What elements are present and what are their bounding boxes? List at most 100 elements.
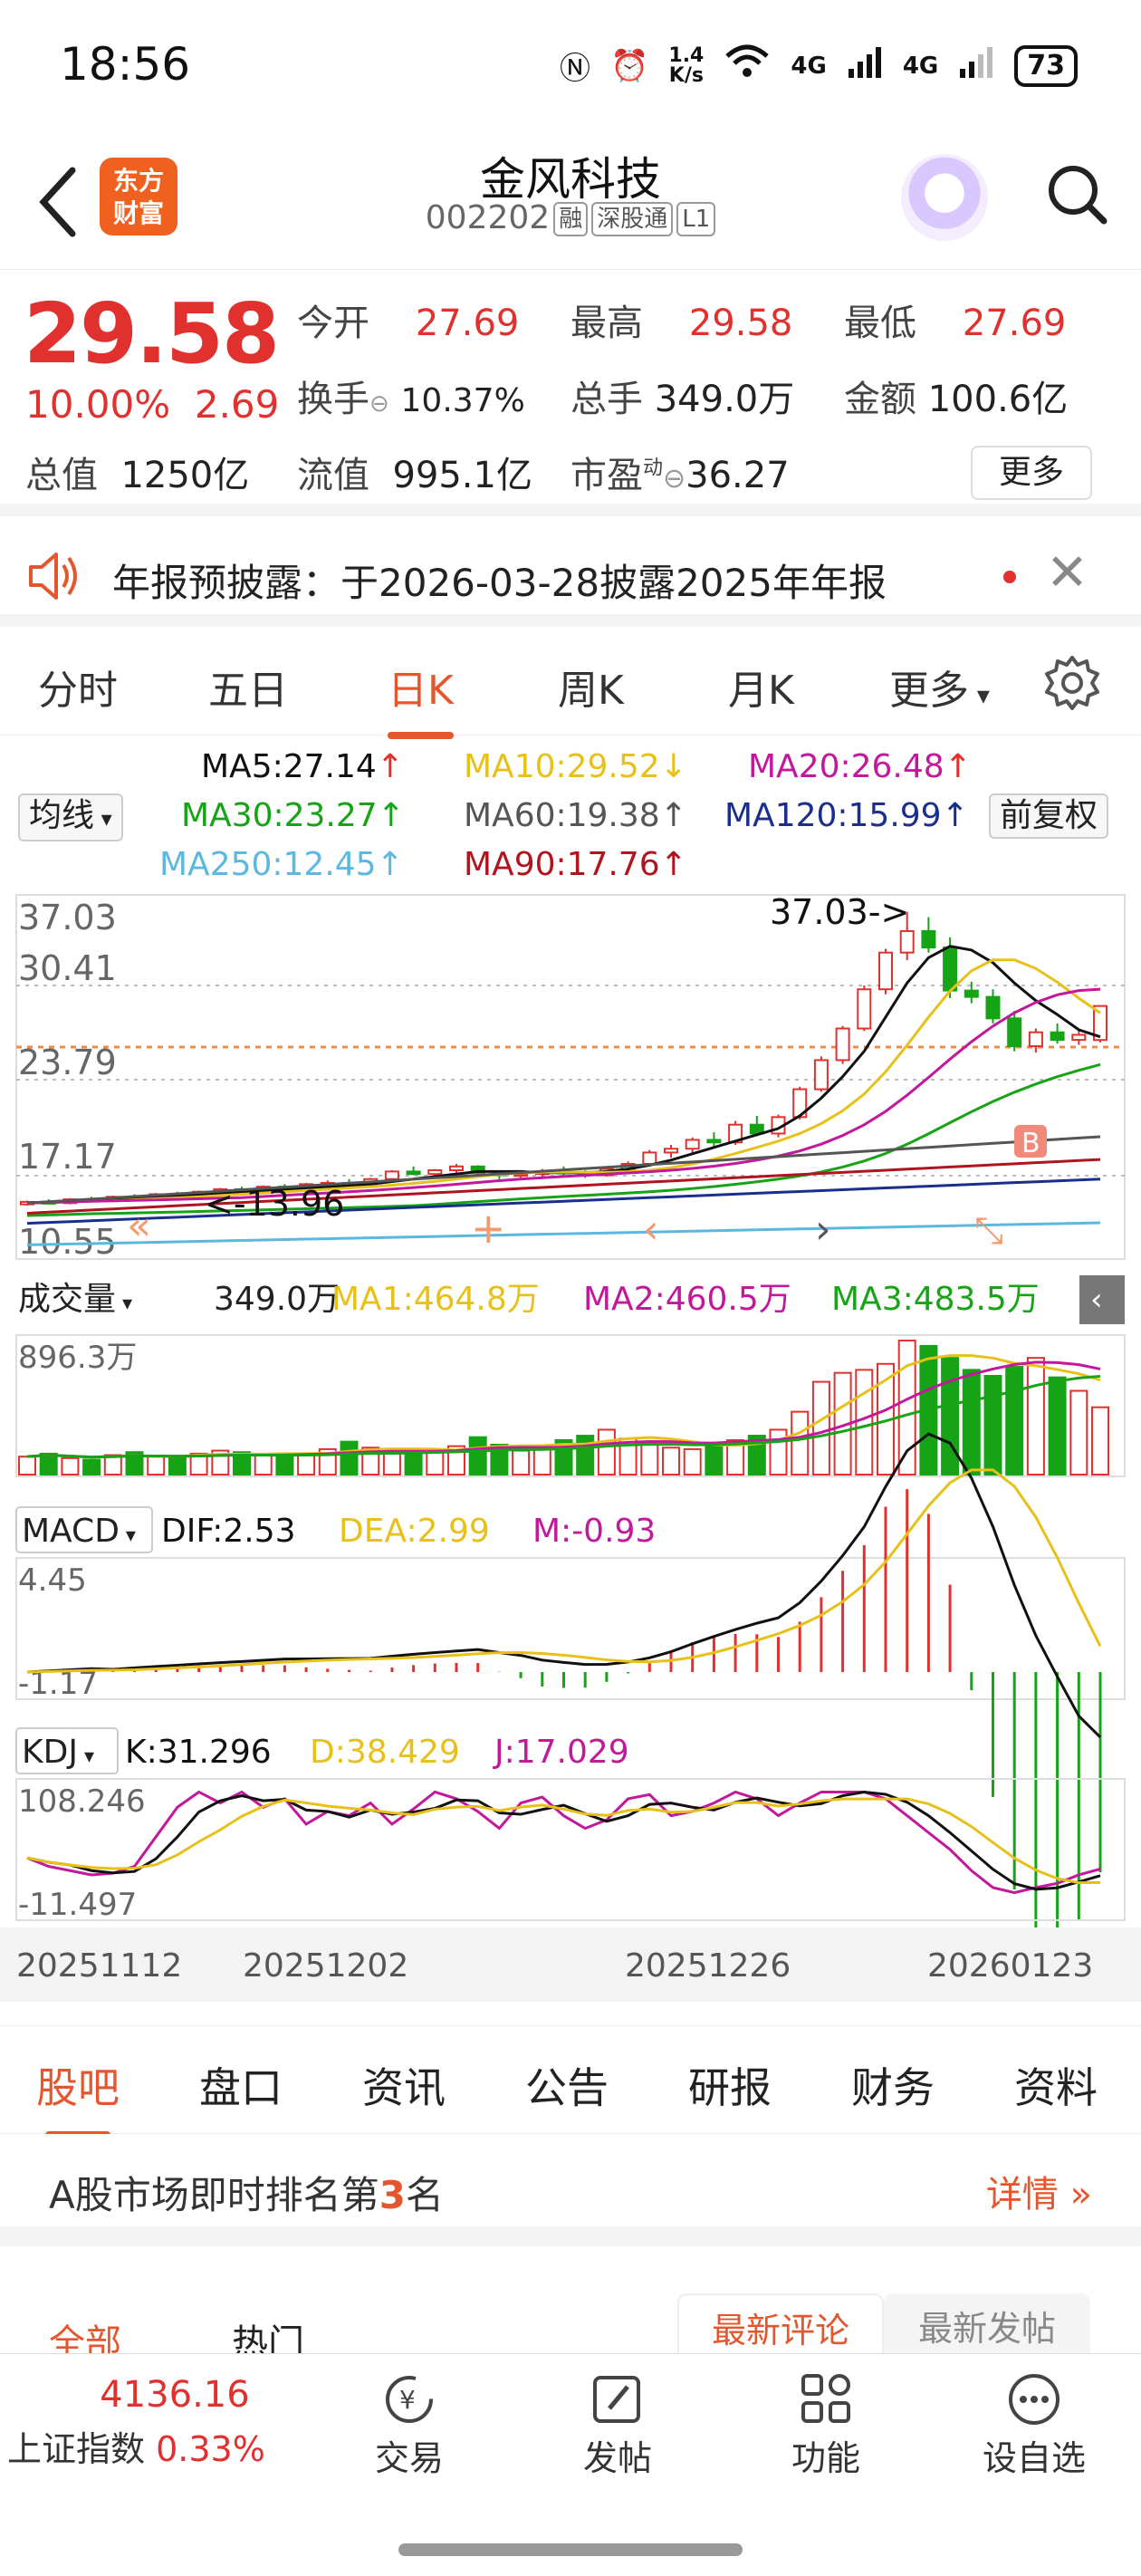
candle bbox=[1050, 1031, 1065, 1042]
axis-label-bottom: 10.55 bbox=[18, 1222, 117, 1262]
collapse-panel-button[interactable] bbox=[1079, 1275, 1125, 1324]
bottom-bar: 4136.16 上证指数 0.33% ¥ 交易 发帖 功能 设自选 bbox=[0, 2353, 1141, 2576]
fullscreen-icon[interactable]: ⤡ bbox=[974, 1210, 1003, 1252]
volume-label[interactable]: 成交量 ▾ bbox=[18, 1281, 132, 1318]
date-label-3: 20251226 bbox=[625, 1947, 791, 1985]
market-rank-bar[interactable]: A股市场即时排名第3名 详情 » bbox=[0, 2134, 1141, 2246]
app-logo: 东方 财富 bbox=[100, 158, 177, 235]
date-label-2: 20251202 bbox=[243, 1947, 408, 1985]
candle bbox=[964, 989, 979, 998]
rank-detail-link[interactable]: 详情 » bbox=[985, 2174, 1092, 2216]
tab-daily-k[interactable]: 日K bbox=[388, 658, 454, 739]
candle bbox=[449, 1165, 464, 1171]
tab-intraday[interactable]: 分时 bbox=[38, 668, 118, 714]
tab-weekly-k[interactable]: 周K bbox=[558, 668, 624, 714]
volume-bar bbox=[254, 1454, 273, 1476]
volume-quote: 总手 349.0万 bbox=[570, 379, 795, 420]
volume-bar bbox=[404, 1452, 423, 1475]
search-icon[interactable] bbox=[1046, 163, 1109, 226]
prev-icon[interactable]: ‹ bbox=[643, 1206, 659, 1253]
volume-bar bbox=[1048, 1376, 1067, 1475]
ma-selector[interactable]: 均线 ▾ bbox=[18, 793, 123, 841]
notice-text: 年报预披露：于2026-03-28披露2025年年报 bbox=[112, 561, 887, 605]
subtab-latest-comments[interactable]: 最新评论 bbox=[677, 2293, 884, 2357]
candle bbox=[899, 929, 915, 954]
speaker-icon bbox=[29, 553, 77, 600]
ma30-line bbox=[26, 1062, 1101, 1217]
max-price-marker: 37.03-> bbox=[770, 892, 909, 932]
post-button[interactable]: 发帖 bbox=[545, 2372, 690, 2480]
more-dots-icon bbox=[1009, 2374, 1060, 2425]
kdj-j-line bbox=[26, 1790, 1101, 1895]
volume-bar bbox=[576, 1435, 595, 1476]
tab-profile[interactable]: 资料 bbox=[1014, 2063, 1098, 2112]
battery-icon: 73 bbox=[1014, 44, 1078, 87]
volume-bar bbox=[189, 1452, 208, 1475]
subtab-latest-posts[interactable]: 最新发帖 bbox=[884, 2293, 1090, 2357]
amount-quote: 金额 100.6亿 bbox=[844, 379, 1069, 420]
back-arrow-icon[interactable] bbox=[33, 161, 87, 243]
candle bbox=[706, 1139, 722, 1144]
volume-bar bbox=[941, 1357, 960, 1475]
macd-axis-max: 4.45 bbox=[18, 1562, 87, 1599]
adjust-button[interactable]: 前复权 bbox=[989, 793, 1109, 839]
volume-bar bbox=[340, 1440, 359, 1475]
axis-label-3: 23.79 bbox=[18, 1043, 117, 1082]
volume-ma3: MA3:483.5万 bbox=[831, 1281, 1040, 1318]
close-icon[interactable]: ✕ bbox=[1046, 543, 1088, 602]
candle bbox=[1093, 1004, 1107, 1042]
volume-bar bbox=[662, 1447, 680, 1476]
tab-news[interactable]: 资讯 bbox=[362, 2063, 446, 2112]
ma120-line bbox=[26, 1177, 1101, 1226]
tab-financials[interactable]: 财务 bbox=[851, 2063, 935, 2112]
tab-forum[interactable]: 股吧 bbox=[36, 2055, 120, 2139]
ma120-legend: MA120:15.99↑ bbox=[724, 797, 969, 834]
tab-more[interactable]: 更多 ▾ bbox=[889, 668, 990, 714]
tab-announcements[interactable]: 公告 bbox=[525, 2063, 609, 2112]
tab-orderbook[interactable]: 盘口 bbox=[199, 2063, 283, 2112]
gear-icon[interactable] bbox=[1043, 654, 1101, 712]
axis-label-4: 17.17 bbox=[18, 1137, 117, 1177]
candle bbox=[943, 947, 958, 992]
volume-ma2: MA2:460.5万 bbox=[583, 1281, 791, 1318]
subtab-all[interactable]: 全部 bbox=[49, 2322, 121, 2357]
volume-bar bbox=[39, 1452, 58, 1475]
ma250-legend: MA250:12.45↑ bbox=[159, 846, 404, 883]
subtab-hot[interactable]: 热门 bbox=[232, 2322, 304, 2357]
candle bbox=[427, 1168, 443, 1176]
more-quote-button[interactable]: 更多 bbox=[971, 446, 1092, 500]
edit-icon bbox=[593, 2376, 640, 2423]
kdj-selector[interactable] bbox=[15, 1727, 119, 1774]
tab-monthly-k[interactable]: 月K bbox=[728, 668, 794, 714]
next-icon[interactable]: › bbox=[815, 1206, 831, 1253]
kline-chart[interactable]: 37.03 30.41 23.79 17.17 10.55 37.03-> <-… bbox=[0, 888, 1141, 2002]
tab-research[interactable]: 研报 bbox=[688, 2063, 772, 2112]
wifi-icon bbox=[724, 43, 771, 88]
features-button[interactable]: 功能 bbox=[753, 2372, 898, 2480]
volume-bar bbox=[468, 1436, 487, 1476]
kdj-d: D:38.429 bbox=[310, 1734, 460, 1771]
trade-button[interactable]: ¥ 交易 bbox=[337, 2372, 482, 2480]
candle bbox=[813, 1059, 829, 1091]
kdj-axis-max: 108.246 bbox=[18, 1783, 146, 1820]
candle bbox=[1028, 1031, 1043, 1048]
notice-bar[interactable]: 年报预披露：于2026-03-28披露2025年年报 ✕ bbox=[0, 527, 1141, 627]
float-quote: 流值 995.1亿 bbox=[297, 455, 532, 496]
volume-bar bbox=[791, 1410, 810, 1475]
svg-text:¥: ¥ bbox=[399, 2385, 416, 2415]
zoom-in-icon[interactable]: + bbox=[471, 1204, 506, 1253]
tab-five-day[interactable]: 五日 bbox=[208, 668, 288, 714]
kdj-k-line bbox=[26, 1790, 1101, 1891]
assistant-robot-icon[interactable] bbox=[901, 154, 988, 241]
home-indicator[interactable] bbox=[398, 2543, 743, 2556]
candle-series bbox=[20, 911, 1107, 1206]
volume-bar bbox=[82, 1458, 101, 1475]
axis-label-2: 30.41 bbox=[18, 948, 117, 988]
forum-sub-tabs: 全部 热门 最新评论 最新发帖 bbox=[0, 2266, 1141, 2357]
ma10-legend: MA10:29.52↓ bbox=[464, 748, 687, 785]
scroll-left-icon[interactable]: « bbox=[127, 1203, 151, 1249]
watchlist-button[interactable]: 设自选 bbox=[962, 2372, 1107, 2480]
index-widget[interactable]: 4136.16 上证指数 0.33% bbox=[7, 2374, 324, 2471]
candle bbox=[857, 988, 872, 1030]
macd-selector[interactable] bbox=[15, 1506, 153, 1553]
